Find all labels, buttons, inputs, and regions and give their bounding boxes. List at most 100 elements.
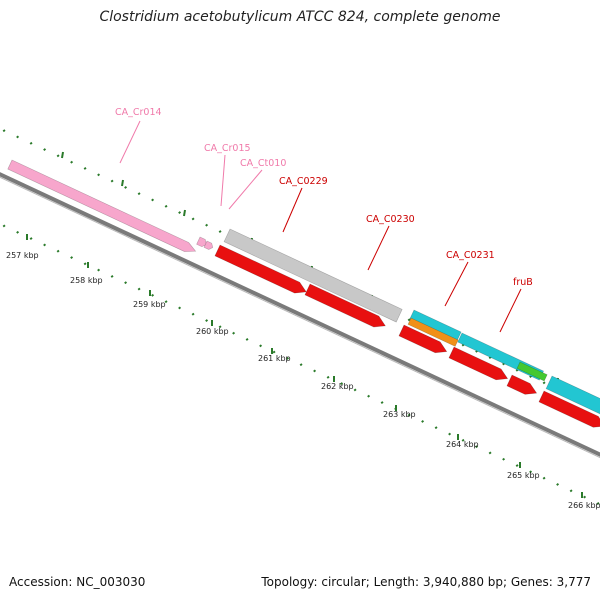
- topology-label: Topology: circular; Length: 3,940,880 bp…: [261, 575, 591, 589]
- feature-frub[interactable]: [516, 361, 548, 382]
- outer-scale-dot: [407, 318, 411, 322]
- inner-scale-dot: [407, 413, 411, 417]
- inner-scale-dot: [164, 300, 168, 304]
- leader-line-2: [228, 169, 263, 210]
- tick-label: 266 kbp: [568, 501, 600, 510]
- gene-label[interactable]: fruB: [513, 277, 533, 288]
- outer-scale-dot: [70, 160, 74, 164]
- inner-scale-dot: [461, 438, 465, 442]
- gene-label[interactable]: CA_C0231: [446, 250, 495, 261]
- outer-scale-dot: [124, 185, 128, 189]
- accession-label: Accession: NC_003030: [9, 575, 146, 589]
- outer-major-tick: [183, 209, 186, 217]
- inner-scale-dot: [340, 382, 344, 386]
- leader-line-6: [499, 288, 522, 333]
- feature-gene-red-3[interactable]: [398, 324, 448, 354]
- tick-label: 263 kbp: [383, 410, 416, 419]
- inner-scale-dot: [380, 401, 384, 404]
- outer-major-tick: [61, 151, 64, 159]
- leader-line-0: [119, 120, 141, 164]
- outer-scale-dot: [16, 135, 20, 139]
- outer-scale-dot: [83, 167, 87, 170]
- inner-scale-dot: [2, 224, 6, 228]
- leader-line-5: [444, 261, 469, 307]
- gene-label[interactable]: CA_C0229: [279, 176, 328, 187]
- inner-scale-dot: [137, 287, 141, 291]
- feature-gene-red-5[interactable]: [506, 374, 538, 395]
- gene-label[interactable]: CA_Cr015: [204, 143, 251, 154]
- leader-line-4: [367, 225, 390, 271]
- inner-scale-dot: [299, 363, 303, 367]
- tick-label: 258 kbp: [70, 276, 103, 285]
- outer-scale-dot: [137, 192, 141, 196]
- tick-label: 260 kbp: [196, 327, 229, 336]
- outer-scale-dot: [488, 356, 492, 360]
- inner-scale-dot: [124, 281, 128, 285]
- inner-scale-dot: [56, 249, 60, 253]
- inner-scale-dot: [448, 432, 452, 436]
- outer-scale-dot: [191, 217, 195, 221]
- inner-scale-dot: [272, 350, 276, 354]
- outer-scale-dot: [205, 223, 209, 227]
- inner-scale-dot: [529, 470, 533, 474]
- outer-scale-dot: [56, 154, 60, 158]
- gene-label[interactable]: CA_Cr014: [115, 107, 162, 118]
- outer-scale-dot: [475, 349, 479, 353]
- inner-scale-dot: [488, 451, 492, 455]
- inner-scale-dot: [16, 230, 20, 234]
- inner-scale-dot: [313, 369, 317, 373]
- outer-scale-dot: [97, 173, 101, 177]
- inner-scale-dot: [29, 237, 33, 241]
- inner-scale-dot: [556, 483, 560, 486]
- inner-scale-dot: [110, 274, 114, 278]
- feature-ca-c0229[interactable]: [223, 228, 403, 323]
- tick-label: 261 kbp: [258, 354, 291, 363]
- feature-ca-cr014[interactable]: [7, 159, 197, 252]
- leader-line-1: [220, 154, 226, 207]
- feature-gene-red-6[interactable]: [538, 390, 600, 428]
- inner-scale-dot: [191, 312, 195, 316]
- inner-scale-dot: [218, 325, 222, 329]
- feature-gene-cyan-3[interactable]: [545, 375, 600, 415]
- outer-scale-dot: [29, 141, 33, 145]
- inner-scale-dot: [326, 375, 330, 379]
- inner-scale-dot: [542, 476, 546, 480]
- inner-scale-dot: [515, 464, 519, 467]
- backbone-shade: [0, 176, 600, 459]
- tick-label: 264 kbp: [446, 440, 479, 449]
- outer-scale-dot: [542, 381, 546, 385]
- feature-gene-red-1[interactable]: [214, 244, 307, 294]
- inner-scale-dot: [502, 457, 506, 461]
- feature-gene-red-4[interactable]: [448, 346, 509, 381]
- backbone: [0, 172, 600, 457]
- inner-scale-dot: [367, 394, 371, 398]
- outer-scale-dot: [529, 375, 533, 378]
- leader-line-3: [282, 187, 303, 233]
- feature-gene-orange[interactable]: [407, 317, 459, 347]
- inner-scale-dot: [232, 331, 236, 335]
- inner-scale-dot: [70, 256, 74, 259]
- tick-label: 257 kbp: [6, 251, 39, 260]
- inner-scale-dot: [475, 445, 479, 449]
- feature-ca-cr015[interactable]: [196, 236, 207, 248]
- gene-label[interactable]: CA_Ct010: [240, 158, 286, 169]
- outer-scale-dot: [43, 148, 47, 151]
- outer-scale-dot: [502, 362, 506, 366]
- feature-ca-ct010[interactable]: [203, 240, 214, 250]
- feature-ca-c0230[interactable]: [304, 283, 386, 328]
- inner-scale-dot: [205, 319, 209, 322]
- outer-scale-dot: [178, 211, 182, 215]
- outer-scale-dot: [164, 204, 168, 208]
- inner-scale-dot: [434, 426, 438, 430]
- inner-scale-dot: [259, 344, 263, 348]
- inner-scale-dot: [245, 338, 249, 341]
- inner-scale-dot: [43, 243, 47, 247]
- gene-label[interactable]: CA_C0230: [366, 214, 415, 225]
- tick-label: 262 kbp: [321, 382, 354, 391]
- inner-scale-dot: [353, 388, 357, 392]
- outer-scale-dot: [461, 343, 465, 347]
- outer-scale-dot: [2, 129, 6, 133]
- outer-scale-dot: [515, 368, 519, 372]
- outer-scale-dot: [110, 179, 114, 183]
